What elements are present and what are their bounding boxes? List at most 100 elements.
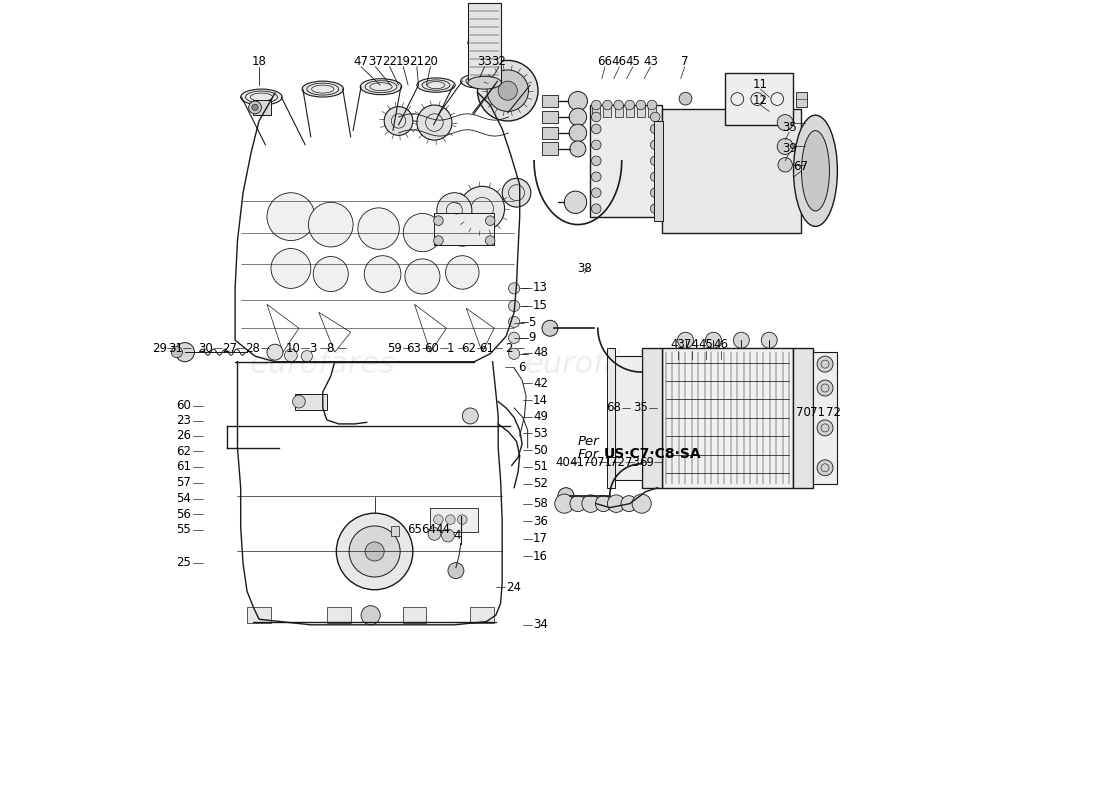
Text: 17: 17: [532, 532, 548, 546]
Circle shape: [778, 114, 793, 130]
Bar: [615, 105, 623, 117]
Text: 71: 71: [811, 406, 825, 419]
Text: 32: 32: [492, 55, 506, 69]
Bar: [641, 348, 661, 488]
Text: 56: 56: [176, 507, 190, 521]
Circle shape: [175, 342, 195, 362]
Bar: [468, 3, 502, 82]
Circle shape: [508, 348, 519, 359]
Circle shape: [249, 101, 262, 114]
Circle shape: [650, 204, 660, 214]
Text: 11: 11: [754, 78, 768, 90]
Circle shape: [603, 100, 613, 110]
Text: 45: 45: [626, 55, 640, 69]
Circle shape: [554, 494, 574, 514]
Text: 27: 27: [222, 342, 236, 354]
Text: 46: 46: [713, 338, 728, 350]
Text: 57: 57: [176, 477, 190, 490]
Ellipse shape: [302, 81, 343, 97]
Bar: [725, 73, 793, 125]
Ellipse shape: [802, 130, 829, 211]
Bar: [626, 105, 634, 117]
Text: 70: 70: [796, 406, 811, 419]
Text: 13: 13: [534, 281, 548, 294]
Text: 36: 36: [534, 514, 548, 528]
Circle shape: [462, 408, 478, 424]
Text: 34: 34: [534, 618, 548, 631]
Circle shape: [458, 515, 468, 524]
Circle shape: [650, 188, 660, 198]
Circle shape: [485, 236, 495, 246]
Circle shape: [705, 332, 722, 348]
Text: 10: 10: [286, 342, 300, 354]
Text: 7: 7: [681, 55, 689, 69]
Text: 69: 69: [639, 456, 654, 469]
Circle shape: [349, 526, 400, 577]
Circle shape: [446, 256, 478, 289]
Text: 52: 52: [534, 478, 548, 490]
Circle shape: [817, 380, 833, 396]
Circle shape: [592, 140, 601, 150]
Circle shape: [569, 91, 587, 110]
Text: 51: 51: [534, 461, 548, 474]
Circle shape: [647, 100, 657, 110]
Text: 59: 59: [387, 342, 402, 354]
Text: 40: 40: [556, 456, 570, 469]
Circle shape: [314, 257, 349, 291]
Bar: [607, 348, 615, 488]
Text: 22: 22: [383, 55, 397, 69]
Text: 61: 61: [478, 342, 494, 354]
Bar: [434, 213, 494, 245]
Text: 1: 1: [447, 342, 454, 354]
Text: 28: 28: [245, 342, 260, 354]
Text: 37: 37: [368, 55, 383, 69]
Circle shape: [428, 527, 441, 540]
Ellipse shape: [241, 89, 282, 105]
Ellipse shape: [468, 76, 502, 89]
Text: 38: 38: [576, 262, 592, 275]
Text: 21: 21: [409, 55, 425, 69]
Circle shape: [592, 204, 601, 214]
Text: 44: 44: [436, 522, 451, 536]
Text: 64: 64: [421, 522, 437, 536]
Text: 35: 35: [634, 402, 648, 414]
Circle shape: [650, 124, 660, 134]
Circle shape: [607, 495, 625, 513]
Circle shape: [650, 112, 660, 122]
Text: 8: 8: [327, 342, 333, 354]
Circle shape: [293, 395, 306, 408]
Circle shape: [446, 515, 455, 524]
Bar: [795, 92, 806, 106]
Circle shape: [734, 332, 749, 348]
Text: 30: 30: [198, 342, 213, 354]
Text: 66: 66: [597, 55, 613, 69]
Bar: [295, 394, 327, 410]
Text: 18: 18: [252, 55, 266, 69]
Circle shape: [592, 112, 601, 122]
Text: 48: 48: [534, 346, 548, 359]
Text: 9: 9: [528, 331, 536, 344]
Text: 41: 41: [570, 456, 584, 469]
Circle shape: [437, 193, 472, 228]
Bar: [248, 607, 271, 623]
Bar: [637, 105, 645, 117]
Circle shape: [569, 108, 586, 126]
Bar: [661, 109, 801, 233]
Circle shape: [337, 514, 412, 590]
Text: 4: 4: [454, 529, 461, 542]
Text: 62: 62: [461, 342, 476, 354]
Circle shape: [650, 172, 660, 182]
Text: 35: 35: [782, 121, 796, 134]
Ellipse shape: [417, 78, 455, 92]
Circle shape: [679, 92, 692, 105]
Ellipse shape: [468, 35, 502, 51]
Circle shape: [650, 140, 660, 150]
Text: 70: 70: [583, 456, 598, 469]
Circle shape: [650, 156, 660, 166]
Text: 67: 67: [793, 160, 808, 173]
Bar: [604, 105, 612, 117]
Text: 5: 5: [528, 316, 536, 329]
Ellipse shape: [361, 78, 402, 94]
Circle shape: [503, 178, 531, 207]
Text: 53: 53: [534, 427, 548, 440]
